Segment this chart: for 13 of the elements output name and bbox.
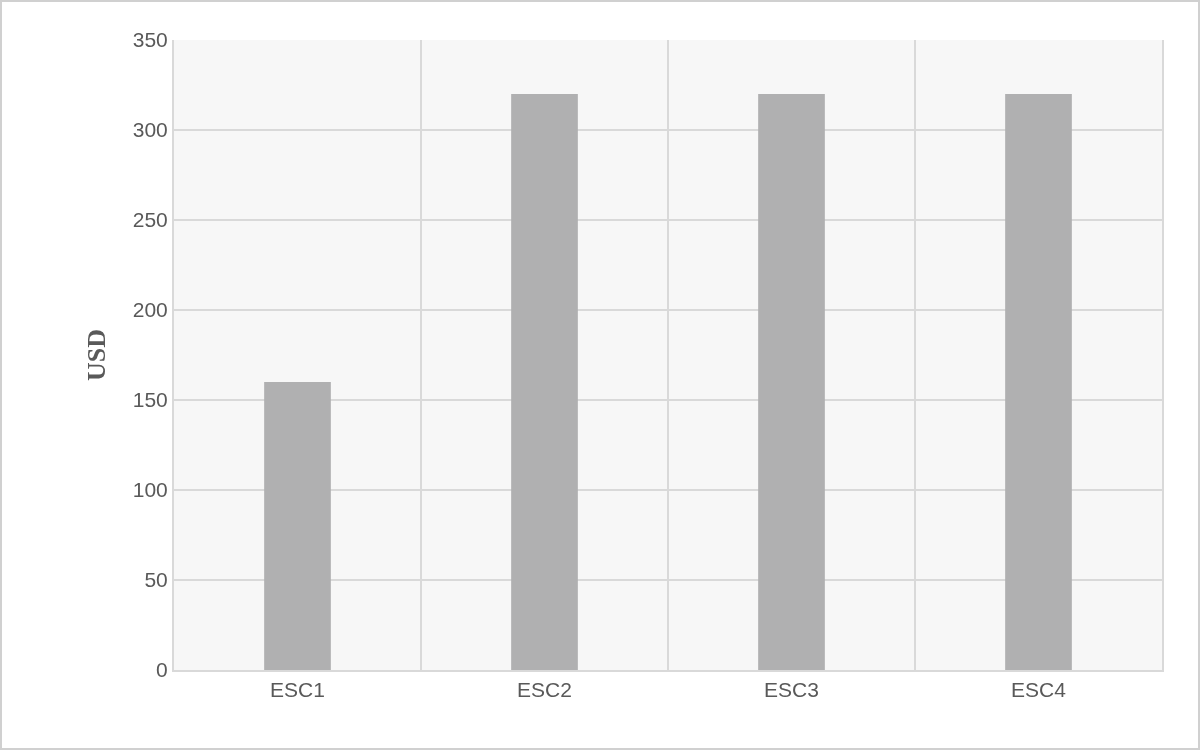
y-axis-title: USD: [81, 328, 111, 382]
y-tick-label: 200: [132, 298, 168, 322]
y-tick-label: 50: [144, 568, 168, 592]
y-tick-label: 250: [132, 208, 168, 232]
y-tick-label: 350: [132, 28, 168, 52]
x-tick-label: ESC3: [764, 678, 819, 702]
y-tick-label: 100: [132, 478, 168, 502]
y-tick-label: 0: [156, 658, 168, 682]
x-tick-label: ESC1: [270, 678, 325, 702]
y-tick-label: 300: [132, 118, 168, 142]
x-tick-label: ESC2: [517, 678, 572, 702]
x-tick-label: ESC4: [1011, 678, 1067, 702]
y-tick-label: 150: [132, 388, 168, 412]
